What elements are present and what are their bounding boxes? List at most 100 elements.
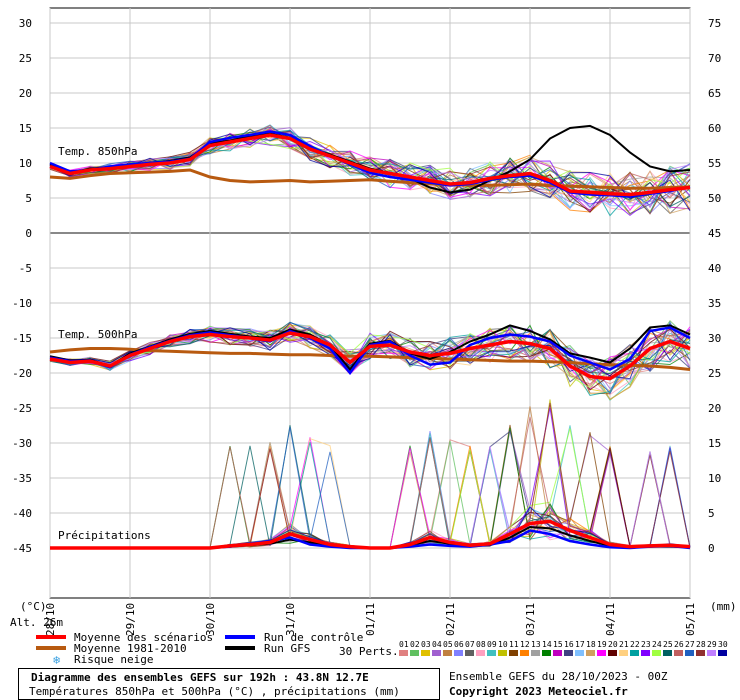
footer-subtitle: Températures 850hPa et 500hPa (°C) , pré… [29,685,400,698]
pert-swatch [553,650,562,656]
right-tick-label: 15 [708,437,721,450]
footer-box: Diagramme des ensembles GEFS sur 192h : … [18,668,440,700]
pert-swatch [630,650,639,656]
pert-swatch [432,650,441,656]
left-tick-label: 5 [25,192,32,205]
left-axis-ticks: 30 25 20 15 10 5 0 -5 -10 -15 -20 -25 -30 -35 -40 -45 [12,17,32,555]
pert-swatch [542,650,551,656]
pert-swatch [443,650,452,656]
ensemble-member-line [49,131,691,211]
pert-number: 23 [641,640,651,649]
pert-swatch [509,650,518,656]
snowflake-icon: ❄ [53,653,60,667]
pert-swatch [498,650,507,656]
x-tick-label: 03/11 [524,603,537,636]
pert-number: 27 [685,640,695,649]
pert-number: 26 [674,640,684,649]
pert-swatch [531,650,540,656]
left-tick-label: 15 [19,122,32,135]
pert-swatch [718,650,727,656]
x-axis-ticks: 28/10 29/10 30/10 31/10 01/11 02/11 03/11 04/11… [44,603,697,636]
pert-number: 25 [663,640,673,649]
t500-climo-line [49,347,691,371]
pert-number: 17 [575,640,585,649]
pert-number: 15 [553,640,563,649]
left-unit-label: (°C) [20,600,47,613]
pert-number: 22 [630,640,640,649]
pert-swatch [476,650,485,656]
pert-swatch [410,650,419,656]
right-tick-label: 20 [708,402,721,415]
right-tick-label: 60 [708,122,721,135]
left-tick-label: -10 [12,297,32,310]
left-tick-label: 25 [19,52,32,65]
right-tick-label: 0 [708,542,715,555]
pert-number: 18 [586,640,596,649]
pert-number: 02 [410,640,420,649]
copyright: Copyright 2023 Meteociel.fr [449,685,628,698]
x-tick-label: 01/11 [364,603,377,636]
pert-number: 30 [718,640,728,649]
right-tick-label: 25 [708,367,721,380]
left-tick-label: -15 [12,332,32,345]
t500-mean-line [49,331,691,381]
left-tick-label: -5 [19,262,32,275]
pert-number: 13 [531,640,541,649]
pert-swatch [454,650,463,656]
right-tick-label: 30 [708,332,721,345]
pert-number: 28 [696,640,706,649]
pert-number: 29 [707,640,717,649]
pert-swatch [641,650,650,656]
right-tick-label: 65 [708,87,721,100]
legend-control-label: Run de contrôle [264,631,363,644]
x-tick-label: 29/10 [124,603,137,636]
pert-number: 01 [399,640,409,649]
pert-number: 16 [564,640,574,649]
legend-perts-label: 30 Perts. [339,645,399,658]
x-tick-label: 30/10 [204,603,217,636]
x-tick-label: 04/11 [604,603,617,636]
right-tick-label: 45 [708,227,721,240]
right-tick-label: 5 [708,507,715,520]
pert-swatch [586,650,595,656]
pert-number: 09 [487,640,497,649]
pert-swatch [421,650,430,656]
right-tick-label: 75 [708,17,721,30]
pert-number: 04 [432,640,442,649]
x-tick-label: 31/10 [284,603,297,636]
right-tick-label: 55 [708,157,721,170]
pert-number: 12 [520,640,530,649]
legend: Moyenne des scénarios Moyenne 1981-2010 … [36,631,728,667]
panel-label-precip: Précipitations [58,529,151,542]
pert-number: 07 [465,640,475,649]
pert-swatch [663,650,672,656]
left-tick-label: -30 [12,437,32,450]
precip-mean-line [50,519,691,550]
right-tick-label: 35 [708,297,721,310]
right-tick-label: 70 [708,52,721,65]
t850-mean-line [49,133,691,197]
x-tick-label: 05/11 [684,603,697,636]
left-tick-label: -35 [12,472,32,485]
left-tick-label: 0 [25,227,32,240]
pert-swatch [465,650,474,656]
left-tick-label: -25 [12,402,32,415]
x-tick-label: 02/11 [444,603,457,636]
pert-number: 05 [443,640,453,649]
legend-gfs-label: Run GFS [264,642,310,655]
pert-swatch [597,650,606,656]
left-tick-label: 20 [19,87,32,100]
pert-number: 08 [476,640,486,649]
pert-number: 24 [652,640,662,649]
pert-swatch [674,650,683,656]
t850-climo-line [49,168,691,190]
right-unit-label: (mm) [710,600,737,613]
pert-swatch [685,650,694,656]
legend-snow-label: Risque neige [74,653,153,666]
left-tick-label: -45 [12,542,32,555]
right-tick-label: 40 [708,262,721,275]
legend-mean-label: Moyenne des scénarios [74,631,213,644]
left-tick-label: 10 [19,157,32,170]
